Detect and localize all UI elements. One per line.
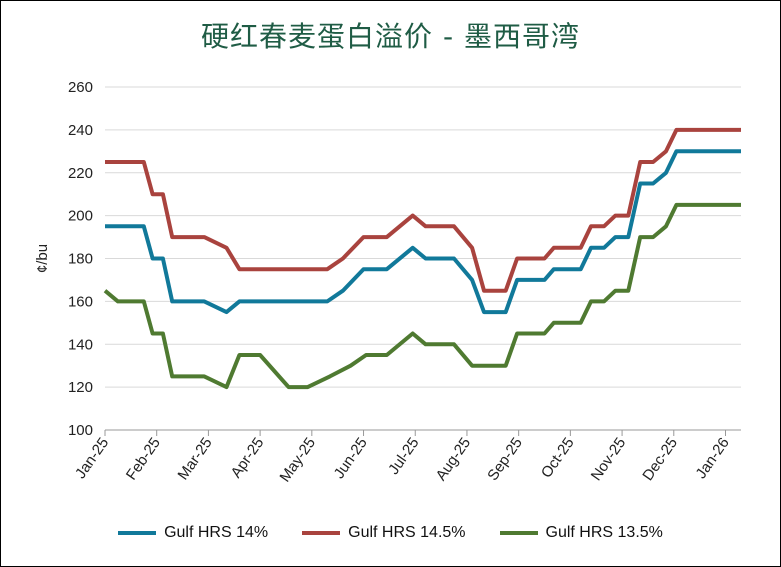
- y-tick-label: 120: [68, 379, 93, 396]
- x-tick-label: Mar-25: [175, 435, 216, 484]
- y-tick-label: 200: [68, 208, 93, 225]
- legend-item: Gulf HRS 14%: [118, 524, 268, 542]
- x-tick-label: Jun-25: [331, 435, 371, 482]
- series-line-0: [105, 149, 741, 315]
- y-tick-label: 240: [68, 122, 93, 139]
- series-line-1: [105, 127, 741, 293]
- legend-label: Gulf HRS 14.5%: [348, 524, 466, 541]
- legend-label: Gulf HRS 14%: [164, 524, 269, 541]
- legend-swatch: [499, 531, 538, 535]
- legend-item: Gulf HRS 13.5%: [499, 524, 663, 542]
- legend-swatch: [118, 531, 157, 535]
- x-tick-label: Jan-25: [72, 435, 112, 482]
- y-tick-label: 140: [68, 336, 93, 353]
- legend-swatch: [302, 531, 341, 535]
- x-tick-label: Jul-25: [385, 435, 422, 478]
- x-axis-ticks: Jan-25 Feb-25 Mar-25 Apr-25 May-25 Jun-25 Jul-…: [72, 430, 733, 485]
- legend-label: Gulf HRS 13.5%: [545, 524, 663, 541]
- x-tick-label: Nov-25: [588, 435, 630, 484]
- x-tick-label: Feb-25: [123, 435, 164, 484]
- series-lines: [103, 127, 741, 390]
- legend: Gulf HRS 14% Gulf HRS 14.5% Gulf HRS 13.5%: [1, 524, 780, 542]
- y-axis-label: ¢/bu: [34, 244, 51, 273]
- y-axis-ticks: 100 120 140 160 180 200 220 240 260: [68, 79, 93, 439]
- y-tick-label: 180: [68, 251, 93, 268]
- y-tick-label: 220: [68, 165, 93, 182]
- legend-item: Gulf HRS 14.5%: [302, 524, 466, 542]
- x-tick-label: Sep-25: [484, 435, 526, 484]
- y-tick-label: 260: [68, 79, 93, 96]
- y-tick-label: 160: [68, 293, 93, 310]
- y-tick-label: 100: [68, 422, 93, 439]
- x-tick-label: Apr-25: [228, 435, 268, 482]
- x-tick-label: Jan-26: [693, 435, 733, 482]
- x-tick-label: May-25: [276, 435, 319, 486]
- x-tick-label: Dec-25: [639, 435, 681, 484]
- x-tick-label: Oct-25: [538, 435, 578, 482]
- chart-title: 硬红春麦蛋白溢价 - 墨西哥湾: [201, 20, 580, 53]
- x-tick-label: Aug-25: [433, 435, 475, 484]
- series-line-2: [103, 202, 741, 390]
